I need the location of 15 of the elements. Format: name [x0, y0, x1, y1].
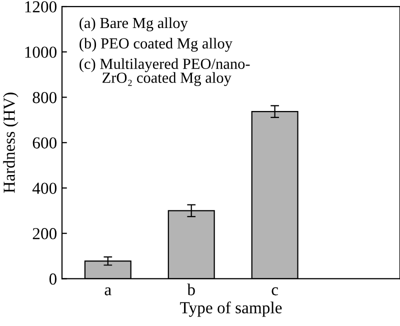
y-tick-label: 600	[32, 137, 57, 149]
x-tick-label: b	[187, 284, 195, 296]
y-tick-label: 800	[32, 92, 57, 104]
y-tick-label: 400	[32, 182, 57, 194]
y-tick-label: 1000	[25, 46, 57, 58]
y-axis-title: Hardness (HV)	[3, 92, 18, 193]
annotation: (b) PEO coated Mg alloy	[80, 38, 232, 52]
y-tick-label: 200	[32, 228, 57, 240]
y-tick-label: 0	[49, 273, 57, 285]
annotation: (c) Multilayered PEO/nano- ZrO₂ coated Mg aloy	[80, 58, 250, 86]
x-tick-label: a	[104, 287, 112, 296]
annotation: (a) Bare Mg alloy	[80, 17, 188, 32]
x-axis-title: Type of sample	[180, 301, 282, 317]
x-tick-label: c	[272, 287, 278, 296]
y-tick-label: 1200	[25, 1, 57, 12]
